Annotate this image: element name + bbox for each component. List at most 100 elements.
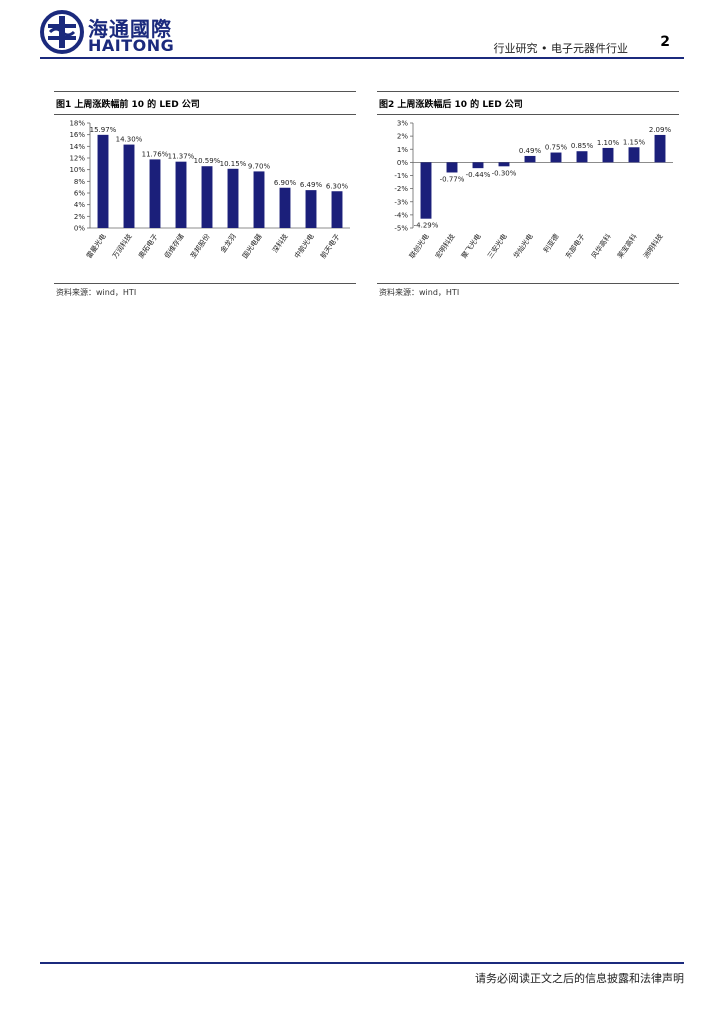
top10-bar-chart: 0% 2% 4% 6% 8% 10% 12% 14% 16% 18% 15.97% 雷曼光电 14.30… [69,120,350,260]
figure-title-rule [54,114,356,115]
y-tick-label: 0% [397,159,408,167]
data-label: 10.59% [194,157,221,165]
y-tick-label: 12% [69,155,85,163]
bar [253,171,265,228]
y-tick-label: 8% [74,178,85,186]
page-number: 2 [660,34,670,50]
bar [175,161,187,228]
figure-source: 资料来源：wind，HTI [379,288,460,297]
y-tick-label: 3% [397,120,408,128]
figure-top-rule [377,91,679,92]
category-label: 万润科技 [110,232,133,260]
data-label: 14.30% [116,136,143,144]
data-label: 11.37% [168,153,195,161]
data-label: 0.85% [571,142,594,150]
bar [420,162,432,219]
category-label: 华灿光电 [511,232,534,260]
category-label: 风华高科 [589,232,612,260]
y-tick-label: -2% [394,185,408,193]
header-category: 行业研究 • 电子元器件行业 [493,42,628,55]
y-tick-label: 18% [69,120,85,128]
bar [446,162,458,173]
bar [279,187,291,228]
bar [331,191,343,228]
figure-title: 图2 上周涨跌幅后 10 的 LED 公司 [379,100,523,110]
category-label: 莱宝高科 [615,232,638,260]
bar [123,144,135,228]
data-label: -0.77% [440,175,465,183]
category-label: 国光电器 [240,232,263,260]
data-label: 6.90% [274,179,297,187]
bar [201,166,213,228]
data-label: -0.30% [492,169,517,177]
category-label: 雷曼光电 [84,232,107,260]
category-label: 联创光电 [407,232,430,260]
category-label: 聚飞光电 [459,232,482,260]
y-tick-label: 14% [69,143,85,151]
y-tick-label: 4% [74,201,85,209]
category-label: 东部电子 [563,232,586,260]
bar [654,134,666,163]
bar [227,168,239,228]
bar [602,147,614,163]
data-label: 0.49% [519,147,542,155]
data-label: 10.15% [220,160,247,168]
data-label: -4.29% [414,222,439,230]
y-tick-label: -5% [394,225,408,233]
bar [498,162,510,167]
data-label: 6.30% [326,182,349,190]
category-label: 奥拓电子 [136,232,159,260]
category-label: 金龙羽 [218,232,237,254]
category-label: 航天电子 [318,232,341,260]
figure-source: 资料来源：wind，HTI [56,288,137,297]
figure-2: 图2 上周涨跌幅后 10 的 LED 公司 -5% -4% -3% -2% -1% 0% 1… [377,91,679,301]
y-tick-label: -4% [394,211,408,219]
logo-chinese-text: 海通國際 [88,17,172,41]
category-label: 利亚德 [541,232,560,254]
bar [472,162,484,169]
figure-title-rule [377,114,679,115]
bar [97,134,109,228]
data-label: -0.44% [466,171,491,179]
logo-english-text: HAITONG [88,36,175,55]
header-divider [40,57,684,59]
bar [628,147,640,163]
figure-bottom-rule [54,283,356,284]
y-tick-label: 1% [397,146,408,154]
figure-bottom-rule [377,283,679,284]
data-label: 1.10% [597,139,620,147]
haitong-logo-icon [40,10,84,54]
category-label: 圣邦股份 [188,232,211,260]
data-label: 6.49% [300,181,323,189]
bar [305,190,317,228]
bar [149,159,161,228]
category-label: 佰维存储 [162,232,185,260]
data-label: 9.70% [248,162,271,170]
y-tick-label: 10% [69,166,85,174]
bar [524,155,536,163]
haitong-logo: 海通國際 HAITONG [40,10,174,55]
y-tick-label: 2% [397,133,408,141]
data-label: 15.97% [90,126,117,134]
bottom10-bar-chart: -5% -4% -3% -2% -1% 0% 1% 2% 3% -4.29% 联创光电 -0.77% 宏… [394,120,673,260]
data-label: 1.15% [623,138,646,146]
y-tick-label: 16% [69,131,85,139]
figure-title: 图1 上周涨跌幅前 10 的 LED 公司 [56,100,200,110]
footer-divider [40,962,684,964]
y-tick-label: 0% [74,225,85,233]
y-tick-label: 2% [74,213,85,221]
category-label: 洲明科技 [641,232,664,260]
bar [576,151,588,163]
data-label: 0.75% [545,144,568,152]
figure-top-rule [54,91,356,92]
category-label: 深科技 [270,232,289,254]
footer-disclaimer: 请务必阅读正文之后的信息披露和法律声明 [475,972,684,985]
category-label: 三安光电 [485,232,508,260]
y-tick-label: -1% [394,172,408,180]
data-label: 11.76% [142,150,169,158]
figure-1: 图1 上周涨跌幅前 10 的 LED 公司 0% 2% 4% 6% 8% 10% 12% 14… [54,91,356,301]
y-tick-label: -3% [394,198,408,206]
category-label: 中航光电 [292,232,315,260]
y-tick-label: 6% [74,190,85,198]
data-label: 2.09% [649,126,672,134]
